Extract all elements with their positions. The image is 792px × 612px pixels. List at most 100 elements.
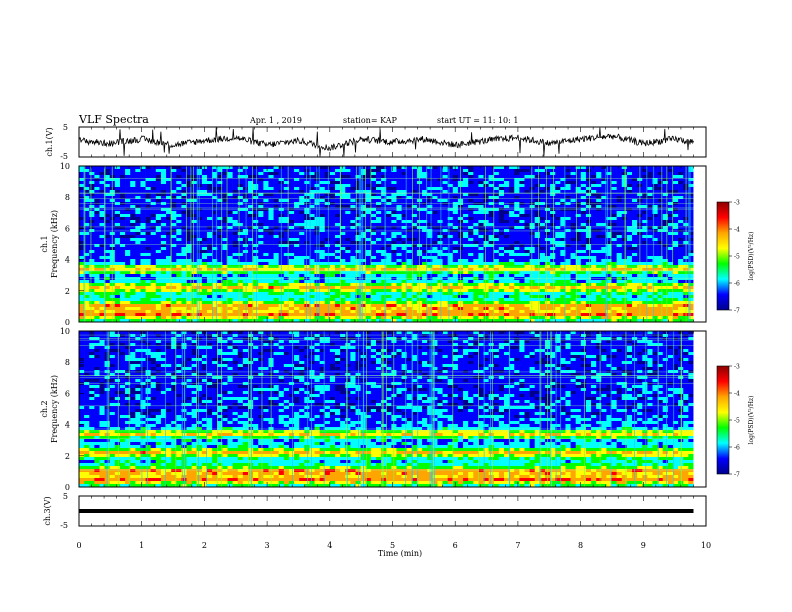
spectrogram-cell [166,181,172,185]
spectrogram-cell [145,262,151,266]
spectrogram-cell [678,229,684,233]
spectrogram-cell [452,178,459,182]
spectrogram-cell [227,199,233,203]
spectrogram-cell [258,193,264,197]
spectrogram-cell [130,184,136,188]
spectrogram-cell [498,232,505,236]
spectrogram-cell [555,250,561,254]
spectrogram-cell [84,232,90,236]
spectrogram-cell [273,259,279,263]
spectrogram-cell [662,187,669,191]
spectrogram-cell [560,211,566,215]
spectrogram-cell [524,217,530,221]
spectrogram-cell [263,214,269,218]
spectrogram-cell [201,283,208,287]
spectrogram-cell [283,241,290,245]
spectrogram-cell [171,265,177,269]
spectrogram-cell [657,250,664,254]
spectrogram-cell [247,229,254,233]
spectrogram-cell [370,184,377,188]
spectrogram-cell [370,196,377,200]
spectrogram-cell [580,244,587,248]
spectrogram-cell [442,238,448,242]
spectrogram-cell [411,178,418,182]
spectrogram-cell [493,184,500,188]
spectrogram-cell [288,220,295,224]
spectrogram-cell [299,166,305,170]
spectrogram-cell [652,193,658,197]
spectrogram-cell [386,271,392,275]
spectrogram-cell [355,223,361,227]
spectrogram-cell [329,190,336,194]
spectrogram-cell [432,178,438,182]
spectrogram-cell [672,217,679,221]
spectrogram-cell [314,271,320,275]
spectrogram-cell [596,187,602,191]
spectrogram-cell [565,250,571,254]
spectrogram-cell [242,187,249,191]
spectrogram-cell [155,241,162,245]
spectrogram-cell [396,184,402,188]
spectrogram-cell [452,286,459,290]
spectrogram-cell [130,199,136,203]
spectrogram-cell [478,238,484,242]
spectrogram-cell [365,268,372,272]
spectrogram-cell [283,238,290,242]
spectrogram-cell [104,205,111,209]
spectrogram-cell [319,235,326,239]
spectrogram-cell [360,274,367,278]
spectrogram-cell [550,256,556,260]
spectrogram-cell [575,193,582,197]
spectrogram-cell [478,283,484,287]
spectrogram-cell [611,190,617,194]
spectrogram-cell [166,214,172,218]
spectrogram-cell [642,184,648,188]
spectrogram-cell [288,166,295,170]
spectrogram-cell [191,268,198,272]
spectrogram-cell [114,169,121,173]
spectrogram-cell [79,202,85,206]
spectrogram-cell [166,166,172,170]
spectrogram-cell [89,265,95,269]
spectrogram-cell [401,199,408,203]
spectrogram-cell [355,220,361,224]
spectrogram-cell [340,283,346,287]
spectrogram-cell [237,196,244,200]
spectrogram-cell [570,220,576,224]
spectrogram-cell [534,169,541,173]
spectrogram-cell [565,244,571,248]
spectrogram-cell [657,217,664,221]
spectrogram-cell [596,172,602,176]
spectrogram-cell [678,283,684,287]
spectrogram-cell [227,217,233,221]
spectrogram-cell [667,169,674,173]
spectrogram-cell [493,223,500,227]
spectrogram-cell [667,259,674,263]
spectrogram-cell [130,205,136,209]
spectrogram-cell [468,268,474,272]
spectrogram-cell [452,214,459,218]
spectrogram-cell [678,235,684,239]
spectrogram-cell [688,205,694,209]
spectrogram-cell [468,232,474,236]
spectrogram-cell [150,175,157,179]
spectrogram-cell [191,238,198,242]
spectrogram-cell [509,214,515,218]
spectrogram-cell [529,262,536,266]
spectrogram-cell [381,286,387,290]
spectrogram-cell [294,265,300,269]
spectrogram-cell [263,187,269,191]
spectrogram-cell [160,271,167,275]
spectrogram-cell [99,244,105,248]
spectrogram-cell [273,247,279,251]
spectrogram-cell [616,256,623,260]
spectrogram-cell [360,268,367,272]
spectrogram-cell [529,253,536,257]
spectrogram-cell [544,202,551,206]
spectrogram-cell [688,166,694,170]
spectrogram-cell [355,205,361,209]
spectrogram-cell [89,175,95,179]
spectrogram-cell [442,172,448,176]
spectrogram-cell [283,265,290,269]
spectrogram-cell [519,181,525,185]
